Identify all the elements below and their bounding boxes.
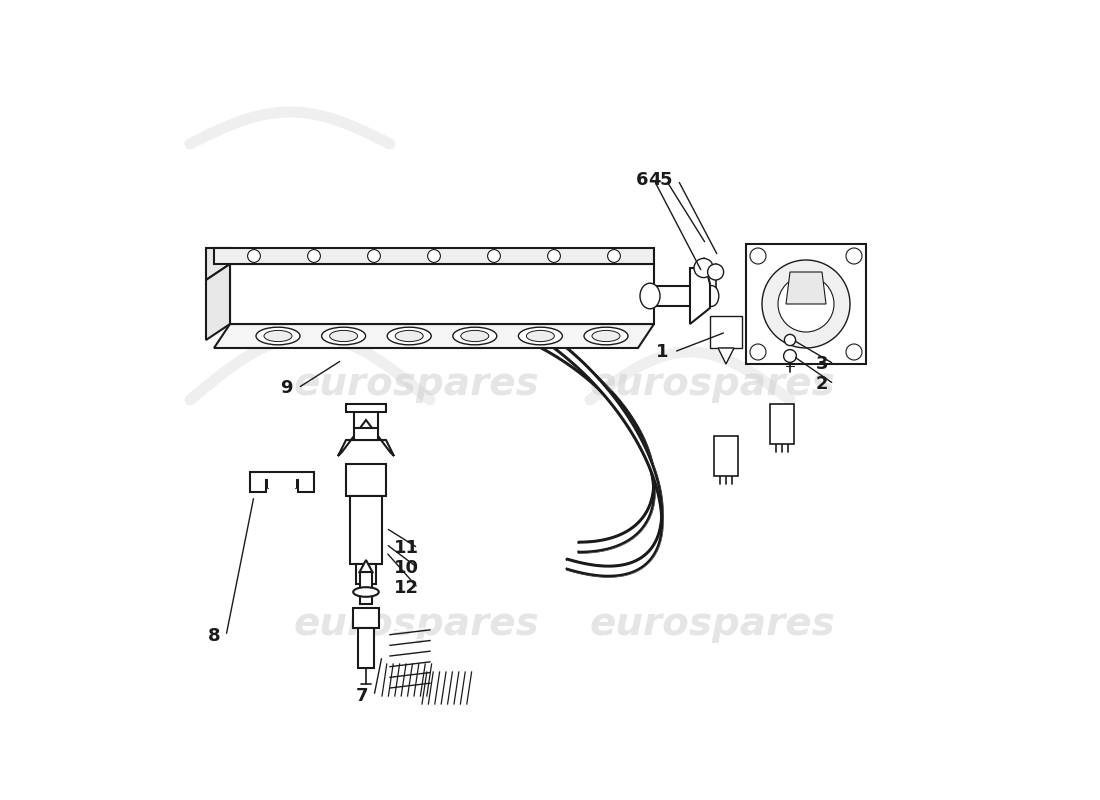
Bar — [710, 316, 742, 348]
Polygon shape — [690, 268, 710, 324]
Bar — [358, 628, 374, 668]
Circle shape — [762, 260, 850, 348]
Ellipse shape — [387, 327, 431, 345]
Ellipse shape — [330, 330, 358, 342]
Polygon shape — [718, 348, 734, 364]
Text: 10: 10 — [394, 559, 418, 577]
Bar — [746, 244, 866, 364]
Polygon shape — [360, 560, 373, 572]
Ellipse shape — [527, 330, 554, 342]
Circle shape — [248, 250, 261, 262]
Bar — [360, 572, 373, 604]
Ellipse shape — [321, 327, 365, 345]
Circle shape — [707, 264, 724, 280]
Circle shape — [694, 258, 713, 278]
Ellipse shape — [640, 283, 660, 309]
Ellipse shape — [518, 327, 562, 345]
Ellipse shape — [453, 327, 497, 345]
Circle shape — [784, 334, 795, 346]
Text: 1: 1 — [656, 343, 669, 361]
Ellipse shape — [584, 327, 628, 345]
Text: eurospares: eurospares — [590, 605, 836, 643]
Text: 12: 12 — [394, 579, 418, 597]
Polygon shape — [354, 428, 378, 440]
Polygon shape — [250, 472, 314, 492]
Circle shape — [487, 250, 500, 262]
Circle shape — [308, 250, 320, 262]
Ellipse shape — [256, 327, 300, 345]
Bar — [214, 248, 654, 264]
Bar — [353, 608, 378, 628]
Polygon shape — [206, 248, 230, 280]
Text: 8: 8 — [208, 627, 220, 645]
Circle shape — [750, 344, 766, 360]
Polygon shape — [206, 264, 230, 340]
Text: 4: 4 — [648, 171, 660, 189]
Bar — [646, 286, 698, 306]
Text: 11: 11 — [394, 539, 418, 557]
Text: 2: 2 — [816, 375, 828, 393]
Ellipse shape — [704, 286, 718, 306]
Ellipse shape — [353, 587, 378, 597]
Text: eurospares: eurospares — [590, 365, 836, 403]
Polygon shape — [230, 264, 654, 324]
Circle shape — [548, 250, 560, 262]
Text: 6: 6 — [636, 171, 648, 189]
Ellipse shape — [461, 330, 488, 342]
Polygon shape — [786, 272, 826, 304]
Circle shape — [428, 250, 440, 262]
Ellipse shape — [264, 330, 292, 342]
Circle shape — [778, 276, 834, 332]
Circle shape — [750, 248, 766, 264]
Bar — [714, 436, 738, 476]
Polygon shape — [338, 420, 394, 456]
Polygon shape — [267, 474, 296, 488]
Ellipse shape — [592, 330, 620, 342]
Circle shape — [846, 248, 862, 264]
Text: eurospares: eurospares — [294, 605, 540, 643]
Circle shape — [846, 344, 862, 360]
Bar — [350, 496, 382, 564]
Ellipse shape — [395, 330, 424, 342]
Bar — [346, 464, 386, 496]
Circle shape — [607, 250, 620, 262]
Bar — [770, 404, 794, 444]
Text: 9: 9 — [279, 379, 293, 397]
Bar — [356, 564, 375, 584]
Text: 3: 3 — [816, 355, 828, 373]
Text: 7: 7 — [355, 687, 368, 705]
Polygon shape — [214, 324, 654, 348]
Circle shape — [783, 350, 796, 362]
Text: 5: 5 — [660, 171, 672, 189]
Circle shape — [367, 250, 381, 262]
Text: eurospares: eurospares — [294, 365, 540, 403]
